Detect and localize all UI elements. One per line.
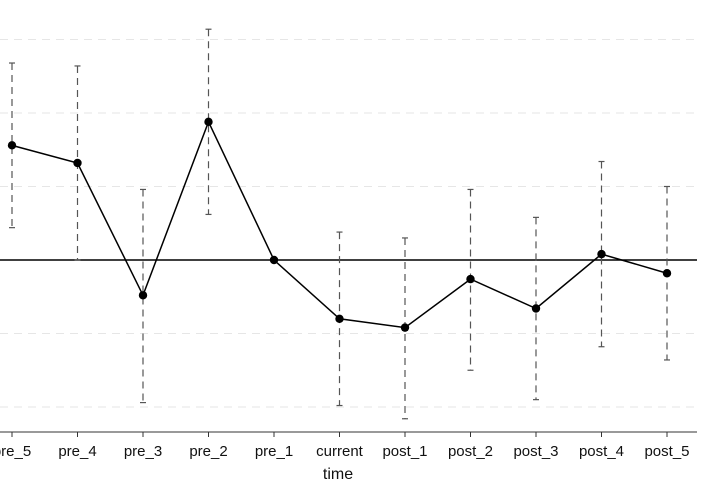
tick-label-post_4: post_4 [579, 443, 624, 460]
tick-label-post_1: post_1 [382, 443, 427, 460]
point-post_2 [466, 274, 475, 284]
tick-label-post_2: post_2 [448, 443, 493, 460]
tick-label-post_5: post_5 [644, 443, 689, 460]
point-pre_3 [138, 291, 148, 300]
point-pre_4 [73, 158, 82, 168]
point-post_1 [400, 323, 410, 332]
tick-label-pre_4: pre_4 [58, 443, 96, 460]
point-post_5 [662, 269, 672, 278]
point-current [335, 314, 344, 323]
tick-label-pre_1: pre_1 [255, 443, 293, 460]
confidence-intervals [9, 28, 670, 420]
x-axis-title: time [323, 466, 353, 483]
point-pre_1 [269, 255, 279, 265]
estimate-points [7, 117, 672, 332]
gridlines [0, 39, 697, 408]
tick-label-current: current [316, 443, 364, 460]
point-post_3 [531, 304, 541, 313]
point-post_4 [597, 249, 606, 259]
tick-label-pre_2: pre_2 [189, 443, 227, 460]
point-pre_5 [7, 141, 17, 150]
tick-label-post_3: post_3 [513, 443, 558, 460]
tick-label-pre_3: pre_3 [124, 443, 162, 460]
point-pre_2 [204, 117, 213, 127]
x-axis-ticks: pre_5 pre_4 pre_3 pre_2 pre_1 current post_1 po… [0, 432, 690, 460]
tick-label-pre_5: pre_5 [0, 443, 31, 460]
